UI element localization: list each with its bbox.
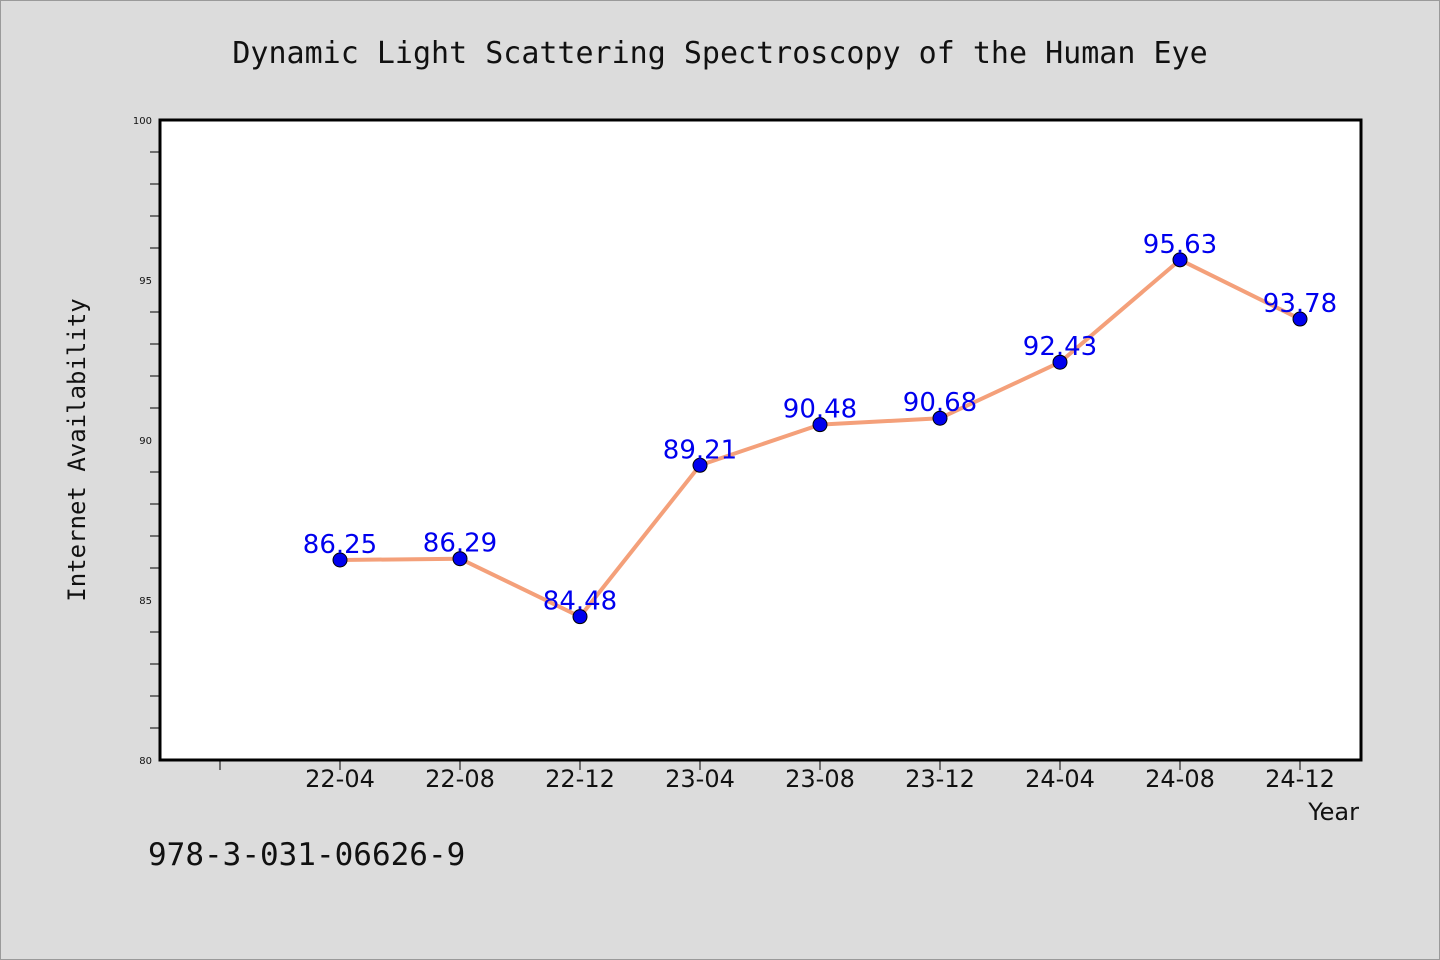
y-tick-label: 100 [133, 116, 152, 127]
data-point [572, 609, 588, 625]
data-label: 92.43 [1023, 332, 1097, 362]
x-tick-label: 23-04 [665, 765, 735, 793]
y-tick-label: 95 [139, 276, 152, 287]
data-markers [332, 252, 1308, 625]
data-label: 90.68 [903, 388, 977, 418]
plot-area [158, 118, 1363, 762]
chart-title: Dynamic Light Scattering Spectroscopy of… [232, 36, 1207, 71]
data-labels: 86.25 86.29 84.48 89.21 90.48 90.68 92.43 95.63… [303, 230, 1337, 617]
data-label: 95.63 [1143, 230, 1217, 260]
y-tick-label: 80 [139, 756, 152, 767]
data-point [1292, 311, 1308, 327]
x-tick-label: 23-12 [905, 765, 975, 793]
data-label: 89.21 [663, 435, 737, 465]
x-axis-label: Year [1307, 798, 1359, 826]
data-point [932, 410, 948, 426]
x-tick-label: 22-08 [425, 765, 495, 793]
y-axis: 80 85 90 95 100 [133, 116, 160, 767]
y-axis-label: Internet Availability [63, 298, 91, 601]
data-point [1052, 354, 1068, 370]
x-tick-label: 24-04 [1025, 765, 1095, 793]
footer-isbn: 978-3-031-06626-9 [148, 837, 465, 873]
data-point [692, 457, 708, 473]
data-label: 93.78 [1263, 289, 1337, 319]
x-tick-label: 24-08 [1145, 765, 1215, 793]
x-tick-label: 22-12 [545, 765, 615, 793]
x-axis: 22-04 22-08 22-12 23-04 23-08 23-12 24-04 24-08… [219, 760, 1335, 793]
data-point [332, 552, 348, 568]
x-tick-label: 22-04 [305, 765, 375, 793]
data-point [452, 551, 468, 567]
data-point [1172, 252, 1188, 268]
y-tick-label: 85 [139, 596, 152, 607]
data-label: 84.48 [543, 587, 617, 617]
data-label: 90.48 [783, 395, 857, 425]
data-label: 86.29 [423, 529, 497, 559]
x-tick-label: 24-12 [1265, 765, 1335, 793]
data-label: 86.25 [303, 530, 377, 560]
y-tick-label: 90 [139, 436, 152, 447]
data-point [812, 417, 828, 433]
x-tick-label: 23-08 [785, 765, 855, 793]
